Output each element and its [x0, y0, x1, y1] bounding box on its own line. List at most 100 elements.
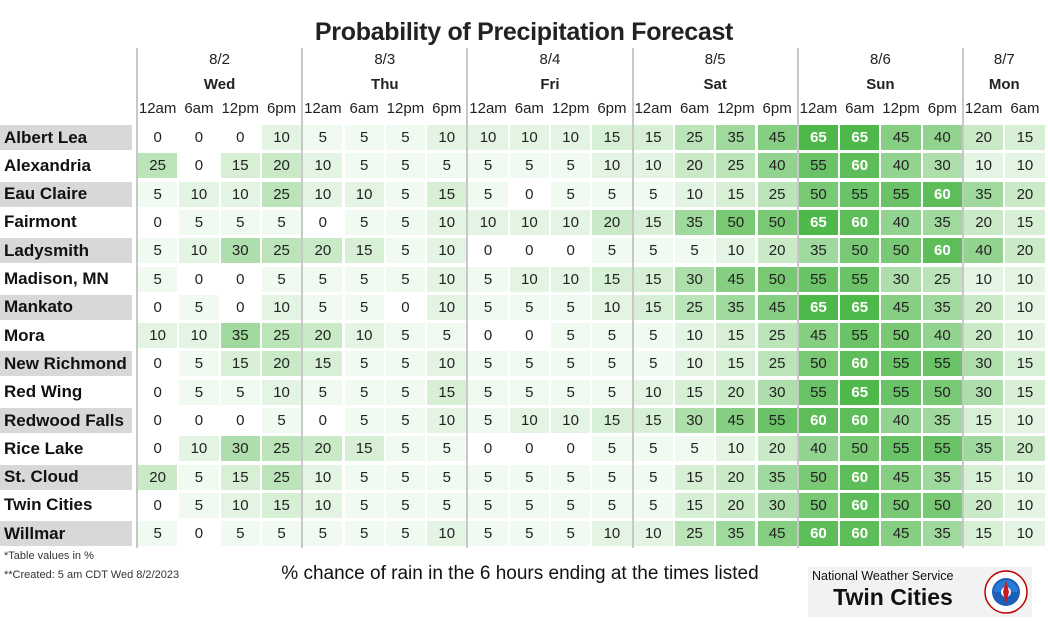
precip-cell: 65	[798, 125, 839, 150]
precip-cell: 5	[344, 521, 384, 547]
precip-cell: 0	[303, 408, 343, 433]
location-label: Rice Lake	[4, 438, 84, 458]
time-label: 12pm	[717, 100, 755, 117]
precip-cell: 0	[138, 209, 178, 235]
precip-cell: 15	[427, 181, 467, 207]
precip-cell: 5	[509, 153, 549, 179]
precip-cell: 55	[840, 266, 880, 292]
precip-cell: 15	[964, 464, 1004, 490]
precip-cell: 50	[922, 379, 962, 405]
location-label: Alexandria	[4, 155, 91, 175]
precip-cell: 30	[757, 379, 797, 405]
precip-cell: 0	[220, 408, 260, 433]
precip-cell: 5	[468, 408, 508, 433]
precip-cell: 35	[922, 209, 962, 235]
precip-cell: 5	[592, 238, 632, 264]
precip-cell: 10	[1005, 492, 1045, 518]
precip-cell: 5	[468, 379, 508, 405]
precip-cell: 15	[220, 153, 260, 179]
precip-cell: 10	[261, 379, 302, 405]
logo-agency: National Weather Service	[812, 569, 954, 583]
day-date-label: 8/3	[374, 51, 396, 68]
precip-cell: 5	[303, 521, 343, 547]
precip-cell: 5	[468, 464, 508, 490]
precip-cell: 0	[551, 238, 591, 264]
precip-cell: 15	[674, 492, 715, 518]
precip-cell: 30	[674, 408, 715, 433]
precip-cell: 15	[674, 379, 715, 405]
precip-cell: 5	[344, 294, 384, 320]
nws-logo: National Weather Service Twin Cities	[808, 567, 1032, 617]
precip-cell: 5	[385, 379, 426, 405]
precip-cell: 10	[1005, 408, 1045, 433]
precip-cell: 10	[303, 492, 343, 518]
precip-cell: 15	[716, 323, 756, 349]
day-name-label: Fri	[540, 76, 560, 93]
precip-cell: 5	[385, 181, 426, 207]
precip-cell: 5	[261, 521, 302, 547]
day-divider	[631, 48, 634, 548]
precip-cell: 15	[220, 351, 260, 377]
precip-cell: 15	[633, 266, 673, 292]
precip-cell: 5	[592, 351, 632, 377]
precip-cell: 45	[716, 408, 756, 433]
precip-cell: 5	[261, 209, 302, 235]
precip-cell: 5	[674, 238, 715, 264]
precip-cell: 60	[840, 408, 880, 433]
time-label: 6pm	[432, 100, 462, 117]
precip-cell: 25	[757, 351, 797, 377]
precip-cell: 5	[427, 492, 467, 518]
precip-cell: 0	[468, 323, 508, 349]
precip-cell: 10	[633, 521, 673, 547]
precip-cell: 65	[840, 125, 880, 150]
note-units: *Table values in %	[4, 550, 94, 562]
chart-caption: % chance of rain in the 6 hours ending a…	[281, 563, 759, 584]
location-label: Fairmont	[4, 212, 77, 232]
precip-cell: 10	[509, 209, 549, 235]
location-label: Willmar	[0, 521, 132, 547]
precip-cell: 30	[964, 379, 1004, 405]
precip-cell: 50	[881, 323, 921, 349]
precip-cell: 25	[674, 125, 715, 150]
precip-cell: 5	[633, 238, 673, 264]
precip-cell: 15	[633, 209, 673, 235]
precip-cell: 35	[716, 294, 756, 320]
precip-cell: 20	[303, 323, 343, 349]
precip-cell: 0	[509, 436, 549, 462]
time-label: 6pm	[762, 100, 792, 117]
precip-cell: 5	[179, 209, 219, 235]
time-label: 6pm	[266, 100, 297, 117]
precip-cell: 60	[840, 209, 880, 235]
precip-cell: 15	[344, 436, 384, 462]
precip-cell: 30	[964, 351, 1004, 377]
precip-cell: 5	[385, 153, 426, 179]
precip-cell: 5	[261, 266, 302, 292]
precip-cell: 55	[881, 351, 921, 377]
precip-cell: 10	[551, 209, 591, 235]
precip-cell: 20	[716, 492, 756, 518]
precip-cell: 20	[261, 153, 302, 179]
location-label: Redwood Falls	[0, 408, 132, 433]
time-label: 12am	[634, 100, 672, 117]
time-label: 12pm	[882, 100, 920, 117]
precip-cell: 40	[798, 436, 839, 462]
time-label: 12am	[799, 100, 838, 117]
precip-cell: 5	[592, 181, 632, 207]
precip-cell: 0	[138, 492, 178, 518]
precip-cell: 10	[220, 492, 260, 518]
location-label: Red Wing	[4, 382, 83, 402]
precip-cell: 35	[757, 464, 797, 490]
precip-cell: 55	[798, 379, 839, 405]
precip-cell: 5	[220, 521, 260, 547]
precip-cell: 25	[757, 181, 797, 207]
time-label: 12am	[469, 100, 507, 117]
precip-cell: 50	[881, 492, 921, 518]
precip-cell: 30	[674, 266, 715, 292]
precip-cell: 0	[138, 125, 178, 150]
precip-cell: 45	[757, 521, 797, 547]
precip-cell: 5	[385, 323, 426, 349]
precip-cell: 5	[179, 351, 219, 377]
location-label: Albert Lea	[0, 125, 132, 150]
precip-cell: 5	[138, 238, 178, 264]
precip-cell: 0	[179, 408, 219, 433]
